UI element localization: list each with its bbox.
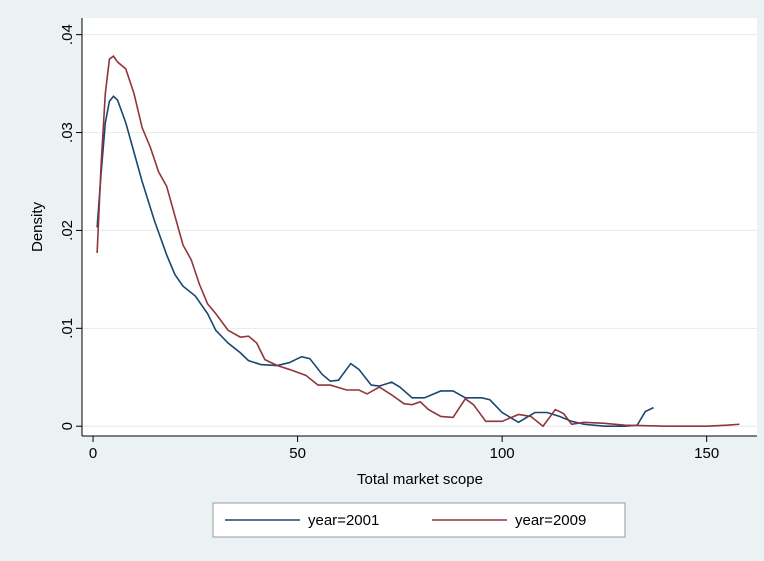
y-tick-label: .03 [59,122,76,143]
y-tick-label: .01 [59,318,76,339]
series-line [96,95,654,428]
y-axis-label: Density [29,201,46,252]
plot-area [82,18,757,436]
y-tick-label: .04 [59,24,76,45]
legend-label: year=2009 [515,512,586,529]
legend-label: year=2001 [308,512,379,529]
series-line [96,55,740,428]
x-tick-label: 0 [89,445,97,462]
y-tick-label: 0 [59,422,76,430]
x-tick-label: 150 [694,445,719,462]
x-tick-label: 100 [490,445,515,462]
y-tick-label: .02 [59,220,76,241]
x-tick-label: 50 [289,445,306,462]
x-axis-label: Total market scope [357,471,483,488]
